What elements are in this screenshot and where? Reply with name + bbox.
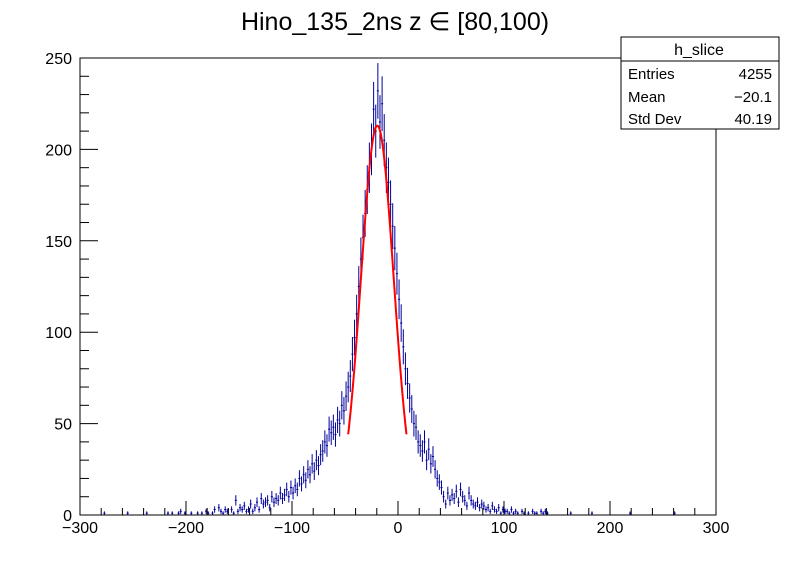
fit-curve <box>347 124 408 435</box>
stats-box-frame <box>620 36 780 130</box>
x-tick-label: −200 <box>168 520 204 537</box>
stats-entries-label: Entries <box>628 66 675 83</box>
stats-stddev-label: Std Dev <box>628 111 682 128</box>
x-tick-label: 100 <box>491 520 518 537</box>
x-tick-label: −300 <box>62 520 98 537</box>
x-tick-label: 0 <box>394 520 403 537</box>
stats-box-title: h_slice <box>674 42 724 59</box>
x-tick-label: 200 <box>597 520 624 537</box>
stats-mean-label: Mean <box>628 89 666 106</box>
axes-layer: −300 −200 −100 0 100 200 300 0 50 100 150 200 250 <box>45 51 729 537</box>
x-tick-label: −100 <box>274 520 310 537</box>
y-tick-label: 200 <box>45 142 72 159</box>
y-tick-label: 50 <box>54 417 72 434</box>
y-tick-label: 250 <box>45 51 72 68</box>
stats-box: h_slice Entries 4255 Mean −20.1 Std Dev … <box>620 36 780 130</box>
y-tick-label: 100 <box>45 325 72 342</box>
y-tick-label: 150 <box>45 234 72 251</box>
stats-entries-value: 4255 <box>739 66 772 83</box>
fit-layer <box>347 124 408 435</box>
stats-mean-value: −20.1 <box>734 89 772 106</box>
stats-stddev-value: 40.19 <box>734 111 772 128</box>
y-tick-label: 0 <box>63 508 72 525</box>
x-tick-label: 300 <box>703 520 730 537</box>
chart-title: Hino_135_2ns z ∈ [80,100) <box>241 8 549 36</box>
